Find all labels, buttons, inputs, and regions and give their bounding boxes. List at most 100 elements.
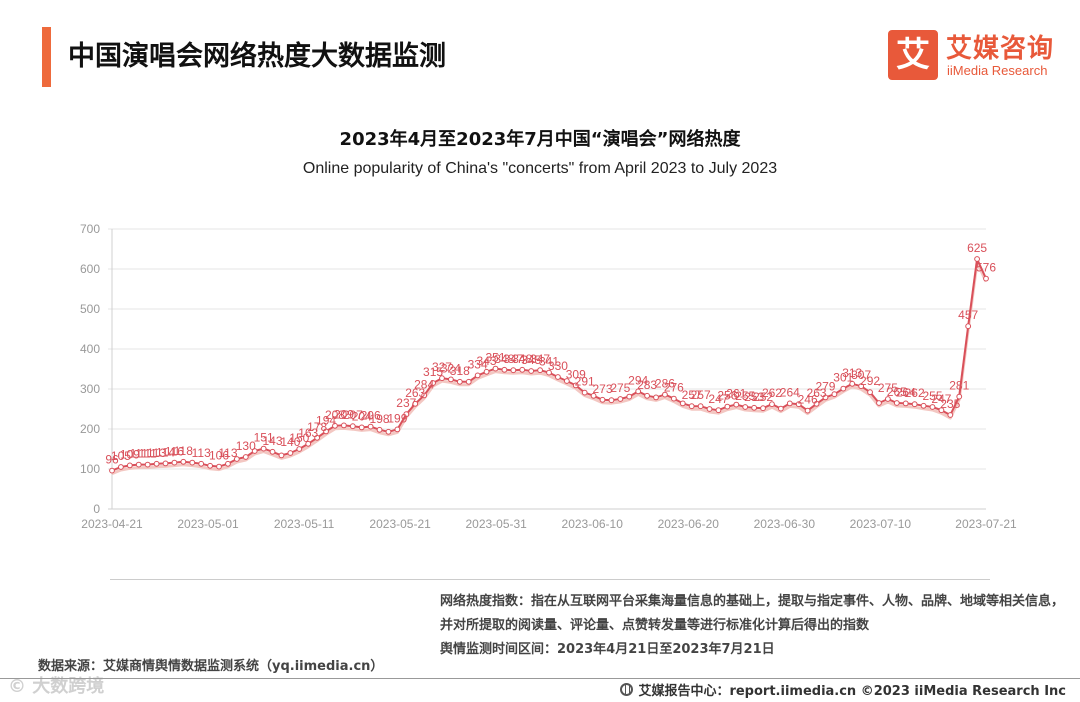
data-point [849, 380, 856, 387]
data-point [884, 396, 891, 402]
data-point [144, 461, 151, 468]
y-tick-label: 100 [80, 462, 100, 476]
data-point [626, 393, 633, 400]
series-shadow-line [111, 260, 988, 475]
data-label: 163 [298, 426, 318, 440]
data-label: 262 [762, 386, 782, 400]
data-point [831, 391, 838, 398]
data-point [751, 404, 758, 411]
data-point [278, 452, 285, 459]
chart-series [109, 256, 989, 475]
data-point [724, 403, 731, 410]
notes-divider [110, 579, 990, 580]
data-label: 263 [807, 386, 827, 400]
data-point [590, 392, 597, 399]
data-label: 275 [610, 381, 630, 395]
data-label: 279 [815, 379, 835, 393]
data-point [706, 406, 713, 412]
data-label: 106 [209, 449, 229, 463]
globe-icon [620, 683, 634, 696]
data-label: 199 [387, 411, 407, 425]
data-point [876, 400, 882, 406]
data-label: 330 [548, 359, 568, 373]
data-point [822, 394, 829, 401]
y-tick-label: 300 [80, 382, 100, 396]
data-point [501, 366, 508, 373]
data-point [608, 397, 615, 404]
data-label: 116 [165, 445, 184, 459]
data-label: 348 [494, 352, 514, 366]
data-label: 235 [940, 397, 960, 411]
data-label: 255 [922, 389, 942, 403]
data-point [439, 375, 445, 382]
data-point [653, 394, 659, 401]
logo-name-cn: 艾媒咨询 [946, 34, 1055, 64]
data-point [777, 405, 784, 412]
data-label: 209 [334, 407, 354, 421]
data-label: 206 [361, 409, 381, 423]
data-point [296, 446, 303, 452]
data-point [171, 459, 178, 466]
data-point [153, 460, 160, 467]
data-point [546, 369, 552, 376]
x-tick-label: 2023-07-21 [955, 517, 1017, 531]
y-tick-label: 600 [80, 262, 100, 276]
data-point [947, 412, 954, 418]
data-point [358, 424, 365, 431]
period-text: 舆情监测时间区间：2023年4月21日至2023年7月21日 [440, 642, 775, 657]
data-point [858, 383, 865, 390]
y-tick-label: 400 [80, 342, 100, 356]
data-point [867, 389, 873, 396]
data-label: 263 [405, 386, 425, 400]
data-label: 347 [503, 352, 523, 366]
definition-text: 网络热度指数：指在从互联网平台采集海量信息的基础上，提取与指定事件、人物、品牌、… [440, 594, 1065, 633]
x-tick-label: 2023-07-10 [850, 517, 912, 531]
data-label: 118 [174, 444, 193, 458]
chart-grid [108, 228, 986, 510]
data-point [126, 462, 133, 469]
data-label: 313 [842, 366, 862, 380]
data-point [537, 367, 543, 374]
data-label: 351 [485, 351, 505, 365]
data-point [216, 463, 222, 470]
data-label: 253 [744, 390, 764, 404]
data-point [305, 440, 312, 447]
data-point [456, 378, 463, 385]
data-label: 252 [753, 390, 773, 404]
data-point [804, 407, 811, 414]
data-point [662, 391, 668, 398]
data-point [965, 323, 972, 330]
x-tick-label: 2023-05-01 [177, 517, 239, 531]
y-tick-label: 500 [80, 302, 100, 316]
data-point [430, 380, 436, 386]
data-point [528, 368, 535, 374]
data-label: 151 [254, 431, 274, 445]
data-point [242, 454, 249, 460]
data-point [644, 392, 651, 399]
x-tick-label: 2023-06-10 [562, 517, 624, 531]
data-point [492, 365, 499, 372]
logo-name-en: iiMedia Research [947, 63, 1048, 78]
data-label: 343 [477, 354, 497, 368]
data-point [840, 385, 847, 392]
data-point [162, 460, 169, 467]
data-point [983, 275, 989, 282]
data-label: 113 [192, 446, 211, 460]
data-point [225, 460, 231, 467]
data-label: 284 [414, 377, 434, 391]
data-point [483, 368, 490, 375]
data-point [421, 392, 428, 399]
data-label: 237 [396, 396, 416, 410]
data-point [813, 400, 820, 407]
data-label: 264 [896, 385, 916, 399]
data-label: 324 [441, 361, 461, 375]
x-axis-ticks: 2023-04-21 2023-05-01 2023-05-11 2023-05-21… [81, 517, 1017, 531]
iimedia-logo: 艾 艾媒咨询 iiMedia Research [888, 30, 1068, 82]
data-label: 291 [575, 375, 595, 389]
x-tick-label: 2023-06-30 [754, 517, 816, 531]
data-label: 265 [887, 385, 907, 399]
chart-title: 2023年4月至2023年7月中国“演唱会”网络热度 [339, 129, 741, 150]
chart-subtitle: Online popularity of China's "concerts" … [302, 160, 778, 177]
data-point [938, 407, 945, 414]
data-point [349, 423, 356, 430]
